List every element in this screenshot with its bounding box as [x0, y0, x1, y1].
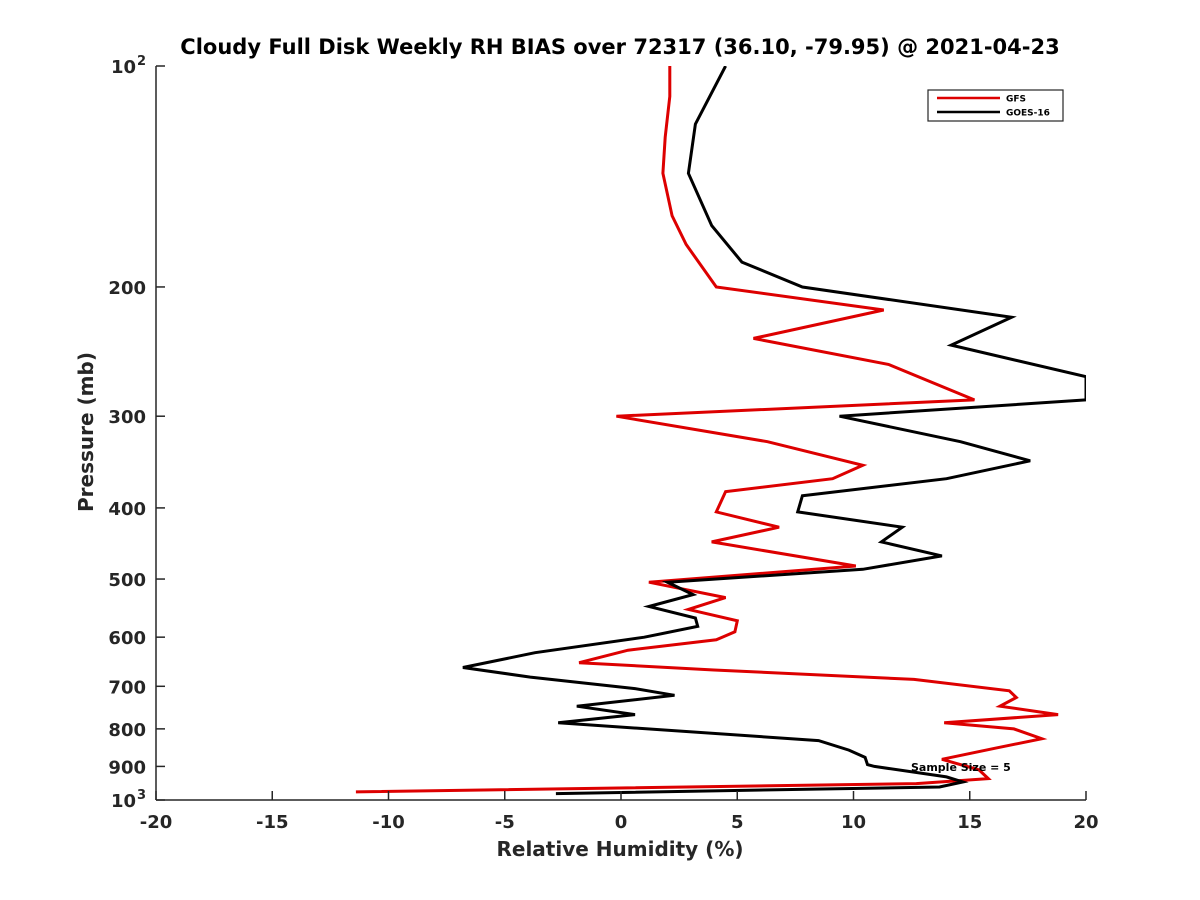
legend: GFS GOES-16: [927, 89, 1064, 122]
x-tick-label: 0: [615, 812, 628, 833]
legend-label: GOES-16: [1006, 109, 1050, 119]
x-tick-label: 10: [841, 812, 866, 833]
legend-label: GFS: [1006, 95, 1026, 105]
y-tick-label: 400: [108, 499, 146, 520]
x-tick-label: 15: [957, 812, 982, 833]
plot-area: [355, 66, 1086, 796]
y-tick-exponent: 3: [137, 788, 146, 803]
x-tick-label: -15: [256, 812, 289, 833]
x-tick-label: -5: [495, 812, 515, 833]
x-tick-label: -10: [372, 812, 405, 833]
x-tick-label: -20: [140, 812, 173, 833]
series-line-goes-16: [462, 66, 1086, 796]
y-tick-label: 300: [108, 407, 146, 428]
x-axis-label: Relative Humidity (%): [496, 837, 743, 861]
y-tick-label: 800: [108, 720, 146, 741]
x-tick-label: 5: [731, 812, 744, 833]
y-tick-label: 200: [108, 278, 146, 299]
series-line-gfs: [355, 66, 1059, 794]
chart-title: Cloudy Full Disk Weekly RH BIAS over 723…: [180, 35, 1059, 59]
series-lines: [355, 66, 1086, 796]
legend-box: [927, 89, 1064, 122]
y-axis-label: Pressure (mb): [74, 352, 98, 512]
sample-size-annotation: Sample Size = 5: [911, 761, 1011, 774]
y-tick-label: 10: [111, 57, 136, 78]
y-tick-label: 700: [108, 677, 146, 698]
y-tick-label: 900: [108, 757, 146, 778]
x-tick-label: 20: [1073, 812, 1098, 833]
y-tick-label: 10: [111, 791, 136, 812]
y-tick-label: 500: [108, 570, 146, 591]
y-tick-label: 600: [108, 628, 146, 649]
y-tick-exponent: 2: [137, 54, 146, 69]
